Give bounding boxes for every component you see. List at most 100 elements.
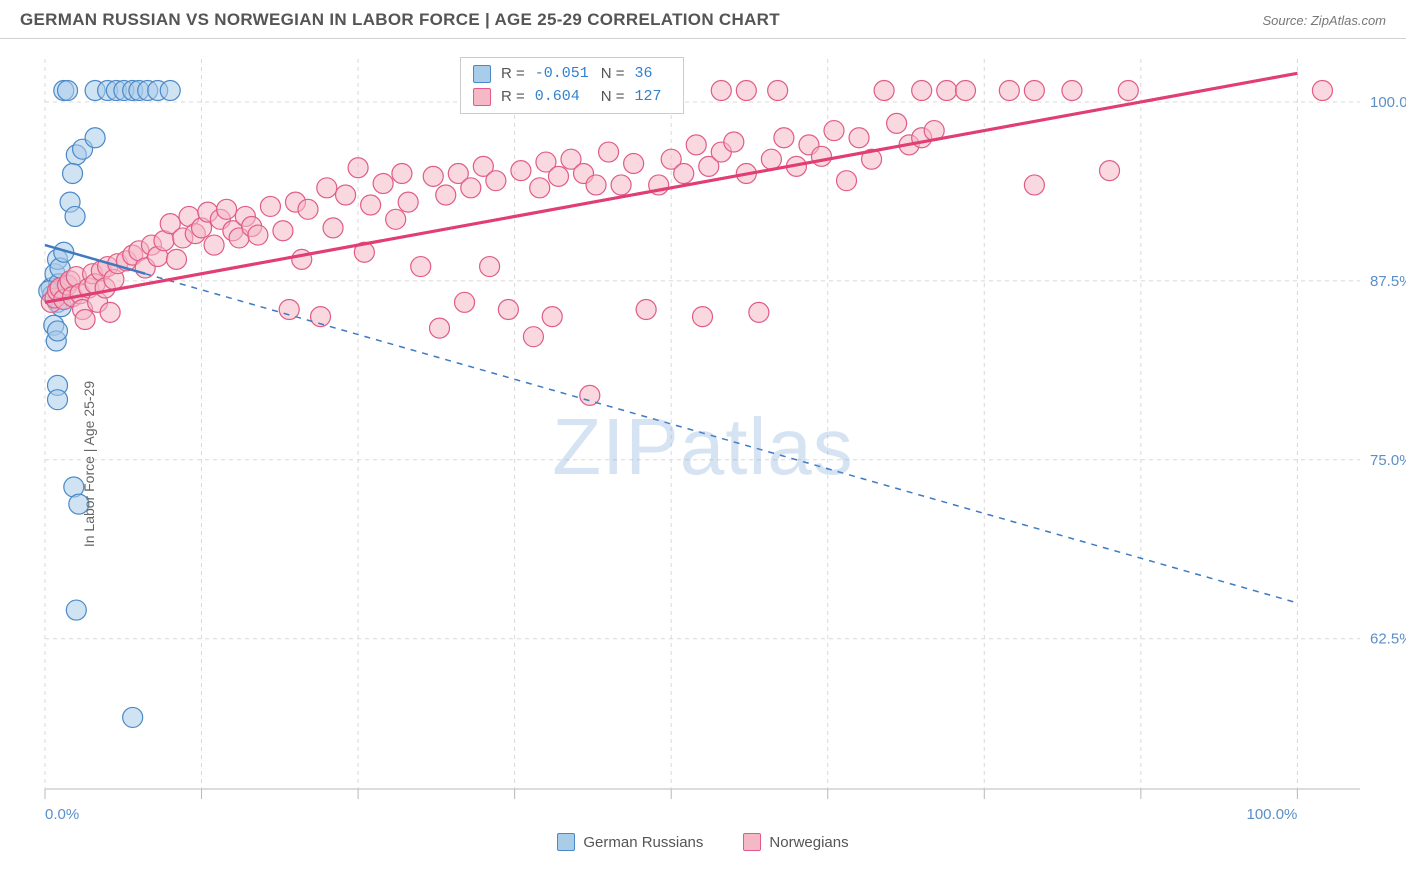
- data-point: [724, 132, 744, 152]
- data-point: [167, 249, 187, 269]
- data-point: [849, 128, 869, 148]
- data-point: [480, 257, 500, 277]
- y-tick-label: 62.5%: [1370, 631, 1406, 648]
- data-point: [768, 80, 788, 100]
- legend-n-value: 36: [635, 63, 671, 86]
- data-point: [336, 185, 356, 205]
- series-legend: German Russians Norwegians: [0, 833, 1406, 851]
- data-point: [85, 128, 105, 148]
- data-point: [386, 209, 406, 229]
- data-point: [624, 153, 644, 173]
- y-axis-label: In Labor Force | Age 25-29: [81, 381, 97, 547]
- data-point: [761, 149, 781, 169]
- data-point: [530, 178, 550, 198]
- data-point: [736, 80, 756, 100]
- data-point: [693, 307, 713, 327]
- data-point: [912, 80, 932, 100]
- data-point: [455, 292, 475, 312]
- data-point: [58, 80, 78, 100]
- data-point: [486, 171, 506, 191]
- y-tick-label: 75.0%: [1370, 452, 1406, 469]
- data-point: [63, 164, 83, 184]
- data-point: [548, 166, 568, 186]
- chart-container: In Labor Force | Age 25-29 ZIPatlas 62.5…: [0, 39, 1406, 889]
- data-point: [292, 249, 312, 269]
- data-point: [160, 80, 180, 100]
- data-point: [586, 175, 606, 195]
- data-point: [498, 299, 518, 319]
- legend-r-label: R =: [501, 63, 525, 86]
- chart-header: GERMAN RUSSIAN VS NORWEGIAN IN LABOR FOR…: [0, 0, 1406, 39]
- data-point: [436, 185, 456, 205]
- legend-row: R = -0.051 N = 36: [473, 63, 671, 86]
- legend-r-label: R =: [501, 86, 525, 109]
- x-tick-label: 100.0%: [1247, 806, 1298, 823]
- data-point: [65, 206, 85, 226]
- data-point: [937, 80, 957, 100]
- legend-swatch: [743, 833, 761, 851]
- data-point: [686, 135, 706, 155]
- data-point: [361, 195, 381, 215]
- legend-swatch: [473, 88, 491, 106]
- data-point: [260, 196, 280, 216]
- data-point: [75, 310, 95, 330]
- data-point: [1100, 161, 1120, 181]
- y-tick-label: 100.0%: [1370, 94, 1406, 111]
- data-point: [542, 307, 562, 327]
- legend-n-label: N =: [601, 63, 625, 86]
- legend-r-value: -0.051: [535, 63, 591, 86]
- data-point: [248, 225, 268, 245]
- correlation-legend: R = -0.051 N = 36 R = 0.604 N = 127: [460, 57, 684, 114]
- legend-label: German Russians: [583, 834, 703, 851]
- legend-row: R = 0.604 N = 127: [473, 86, 671, 109]
- legend-n-value: 127: [635, 86, 671, 109]
- data-point: [373, 174, 393, 194]
- data-point: [1118, 80, 1138, 100]
- data-point: [461, 178, 481, 198]
- data-point: [511, 161, 531, 181]
- data-point: [874, 80, 894, 100]
- legend-n-label: N =: [601, 86, 625, 109]
- data-point: [48, 321, 68, 341]
- data-point: [774, 128, 794, 148]
- y-tick-label: 87.5%: [1370, 273, 1406, 290]
- data-point: [398, 192, 418, 212]
- data-point: [887, 113, 907, 133]
- data-point: [48, 390, 68, 410]
- data-point: [66, 600, 86, 620]
- legend-item: German Russians: [557, 833, 703, 851]
- scatter-chart: 62.5% 75.0% 87.5% 100.0% 0.0% 100.0%: [0, 39, 1406, 839]
- data-point: [749, 302, 769, 322]
- data-point: [217, 199, 237, 219]
- data-point: [204, 235, 224, 255]
- data-point: [523, 327, 543, 347]
- data-point: [811, 146, 831, 166]
- data-point: [1024, 80, 1044, 100]
- legend-item: Norwegians: [743, 833, 848, 851]
- data-point: [430, 318, 450, 338]
- data-point: [1062, 80, 1082, 100]
- chart-title: GERMAN RUSSIAN VS NORWEGIAN IN LABOR FOR…: [20, 10, 780, 30]
- legend-swatch: [473, 65, 491, 83]
- data-point: [411, 257, 431, 277]
- data-point: [837, 171, 857, 191]
- data-point: [317, 178, 337, 198]
- legend-r-value: 0.604: [535, 86, 591, 109]
- data-point: [1312, 80, 1332, 100]
- data-point: [599, 142, 619, 162]
- data-point: [100, 302, 120, 322]
- x-tick-label: 0.0%: [45, 806, 79, 823]
- data-point: [674, 164, 694, 184]
- data-point: [273, 221, 293, 241]
- legend-label: Norwegians: [769, 834, 848, 851]
- data-point: [611, 175, 631, 195]
- legend-swatch: [557, 833, 575, 851]
- data-point: [999, 80, 1019, 100]
- data-point: [323, 218, 343, 238]
- data-point: [123, 707, 143, 727]
- data-point: [348, 158, 368, 178]
- data-point: [298, 199, 318, 219]
- data-point: [1024, 175, 1044, 195]
- data-point: [636, 299, 656, 319]
- source-label: Source: ZipAtlas.com: [1262, 13, 1386, 28]
